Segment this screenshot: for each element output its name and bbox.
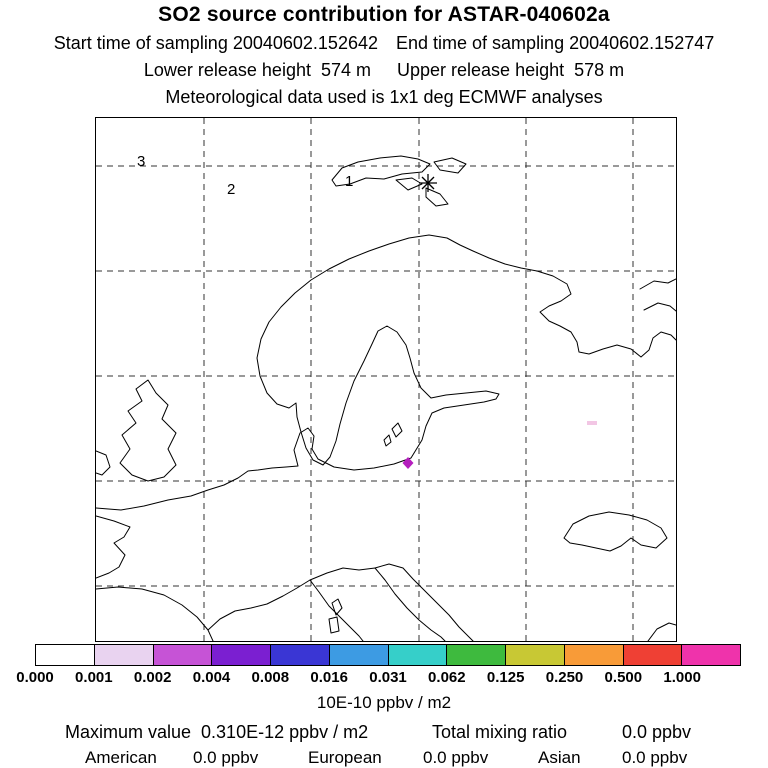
colorbar-tick-label: 1.000 xyxy=(663,669,701,686)
colorbar-tick-label: 0.000 xyxy=(16,669,54,686)
colorbar xyxy=(35,644,741,666)
colorbar-cell xyxy=(505,645,564,665)
star-marker xyxy=(419,174,437,192)
colorbar-cell xyxy=(211,645,270,665)
total-mixing-ratio-label: Total mixing ratio xyxy=(432,722,568,742)
island-oland xyxy=(383,434,392,447)
footer-sources-line: American 0.0 ppbv European 0.0 ppbv Asia… xyxy=(0,748,768,767)
map-markers xyxy=(402,174,597,469)
footer-stats-line: Maximum value 0.310E-12 ppbv / m2 Total … xyxy=(0,722,768,742)
coastlines xyxy=(96,155,676,641)
coastline-britain xyxy=(119,379,177,482)
colorbar-tick-label: 0.016 xyxy=(310,669,348,686)
colorbar-cell xyxy=(93,645,153,665)
faint-plume-mark xyxy=(587,421,597,425)
met-data-line: Meteorological data used is 1x1 deg ECMW… xyxy=(0,87,768,108)
map-panel: 3 2 1 xyxy=(95,117,677,642)
coastline-ireland xyxy=(96,450,111,476)
map-label-3: 3 xyxy=(137,153,145,170)
colorbar-tick-labels: 0.000 0.001 0.002 0.004 0.008 0.016 0.03… xyxy=(16,669,741,687)
island-svalbard-east xyxy=(433,157,467,174)
colorbar-tick-label: 0.062 xyxy=(428,669,466,686)
colorbar-cell xyxy=(681,645,740,665)
release-heights-line: Lower release height 574 m Upper release… xyxy=(0,60,768,81)
colorbar-cell xyxy=(36,645,94,665)
map-number-labels: 3 2 1 xyxy=(137,153,353,198)
met-data-label: Meteorological data used is 1x1 deg ECMW… xyxy=(165,87,603,107)
coastline-italy-east xyxy=(309,567,446,641)
colorbar-tick-label: 0.031 xyxy=(369,669,407,686)
colorbar-cell xyxy=(563,645,623,665)
europe-map: 3 2 1 xyxy=(96,118,676,641)
coastline-caspian-edge xyxy=(647,622,676,641)
plot-title: SO2 source contribution for ASTAR-040602… xyxy=(158,3,610,26)
map-label-1: 1 xyxy=(345,173,353,190)
colorbar-tick-label: 0.250 xyxy=(545,669,584,686)
colorbar-cell xyxy=(446,645,505,665)
island-corsica xyxy=(331,598,343,616)
map-label-2: 2 xyxy=(227,181,235,198)
coastline-balkans xyxy=(374,563,474,641)
source-asian-value: 0.0 ppbv xyxy=(622,748,688,767)
source-location-diamond xyxy=(402,457,414,469)
island-svalbard-south xyxy=(395,177,423,191)
island-sardinia xyxy=(328,616,340,634)
coastline-ne-fragment-1 xyxy=(639,278,676,290)
lower-release-label: Lower release height 574 m xyxy=(143,60,371,80)
coastline-mainland-fennoscandia xyxy=(96,234,676,511)
end-time-label: End time of sampling 20040602.152747 xyxy=(396,33,715,53)
colorbar-tick-label: 0.002 xyxy=(133,669,172,686)
colorbar-tick-label: 0.500 xyxy=(604,669,643,686)
island-svalbard-main xyxy=(331,155,431,187)
source-asian-label: Asian xyxy=(538,748,581,767)
colorbar-tick-label: 0.125 xyxy=(486,669,525,686)
source-european-label: European xyxy=(308,748,382,767)
coastline-biscay xyxy=(96,515,131,579)
coastline-black-sea xyxy=(563,511,668,552)
island-svalbard-tail xyxy=(425,187,449,207)
colorbar-tick-label: 0.004 xyxy=(192,669,231,686)
coastline-iberia xyxy=(96,586,214,641)
colorbar-cell xyxy=(328,645,388,665)
start-time-label: Start time of sampling 20040602.152642 xyxy=(53,33,378,53)
total-mixing-ratio-value: 0.0 ppbv xyxy=(622,722,692,742)
colorbar-cell xyxy=(387,645,447,665)
coastline-italy-west xyxy=(309,579,364,641)
colorbar-cell xyxy=(152,645,212,665)
island-gotland xyxy=(391,422,403,438)
upper-release-label: Upper release height 578 m xyxy=(397,60,625,80)
colorbar-tick-label: 0.008 xyxy=(251,669,290,686)
coastline-ne-fragment-2 xyxy=(643,302,676,312)
source-american-value: 0.0 ppbv xyxy=(193,748,259,767)
colorbar-units: 10E-10 ppbv / m2 xyxy=(316,693,452,712)
colorbar-cell xyxy=(622,645,682,665)
coastline-southern-france xyxy=(207,579,311,631)
colorbar-cell xyxy=(270,645,329,665)
maximum-value-label: Maximum value 0.310E-12 ppbv / m2 xyxy=(65,722,369,742)
sampling-times-line: Start time of sampling 20040602.152642 E… xyxy=(0,33,768,54)
map-grid xyxy=(96,118,676,641)
source-american-label: American xyxy=(85,748,157,767)
source-european-value: 0.0 ppbv xyxy=(423,748,489,767)
colorbar-tick-label: 0.001 xyxy=(75,669,113,686)
